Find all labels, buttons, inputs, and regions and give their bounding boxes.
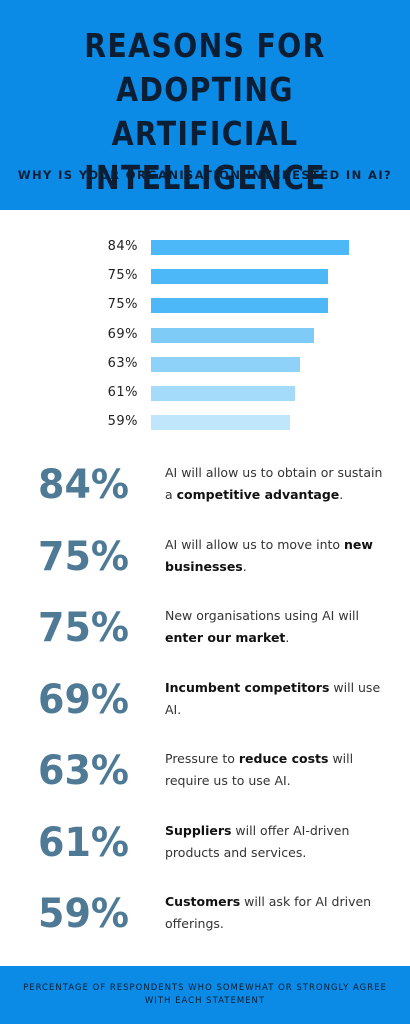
statement-fragment: . [242,558,247,574]
statement-text: AI will allow us to obtain or sustain a … [165,462,385,506]
header-banner: REASONS FOR ADOPTING ARTIFICIAL INTELLIG… [0,0,410,210]
statement-percentage: 61% [38,819,129,866]
page-subtitle: WHY IS YOUR ORGANISATION INTERESTED IN A… [17,168,393,182]
footer-banner: PERCENTAGE OF RESPONDENTS WHO SOMEWHAT O… [0,966,410,1024]
bar [151,356,300,372]
statement-emphasis: competitive advantage [176,487,340,502]
statement-emphasis: new businesses [165,536,373,574]
bar-value-label: 63% [107,355,138,371]
statement-percentage: 75% [38,605,129,651]
statement-text: New organisations using AI will enter ou… [165,605,385,649]
statement-text: Suppliers will offer AI-driven products … [165,820,385,864]
statement-row: 63% Pressure to reduce costs will require… [0,748,410,828]
statement-fragment: AI will allow us to move into [165,536,345,552]
bar-value-label: 61% [107,385,138,400]
title-line-3: INTELLIGENCE [84,158,326,197]
bar [151,386,295,401]
bar-chart: 84% 75% 75% 69% 63% 61% 59% [0,226,410,446]
statement-fragment: . [285,630,290,645]
statement-emphasis: Suppliers [165,822,232,838]
statement-fragment: Pressure to [165,751,239,766]
statement-text: Customers will ask for AI driven offerin… [165,891,385,935]
statement-text: Pressure to reduce costs will require us… [165,748,385,792]
statement-fragment: will offer AI-driven products and servic… [165,822,350,860]
statement-emphasis: enter our market [165,630,286,645]
statement-row: 75% New organisations using AI will enter… [0,605,410,685]
statement-text: Incumbent competitors will use AI. [165,677,385,721]
statement-fragment: will ask for AI driven offerings. [165,894,372,931]
bar [151,298,328,314]
statement-fragment: New organisations using AI will [165,608,359,623]
statement-row: 69% Incumbent competitors will use AI. [0,677,410,757]
page-title: REASONS FOR ADOPTING ARTIFICIAL INTELLIG… [29,24,382,200]
bar-value-label: 59% [107,414,138,430]
title-line-2: ADOPTING ARTIFICIAL [111,70,299,153]
statement-fragment: AI will allow us to obtain or sustain a [165,465,383,502]
bar-value-label: 84% [107,239,138,254]
bar-value-label: 75% [107,268,138,284]
bar [151,269,328,285]
statement-row: 61% Suppliers will offer AI-driven produc… [0,820,410,900]
statement-percentage: 69% [38,676,129,723]
statement-emphasis: reduce costs [238,751,329,766]
statement-percentage: 75% [38,533,129,580]
title-line-1: REASONS FOR [84,26,326,65]
statement-percentage: 63% [38,748,129,794]
statement-row: 84% AI will allow us to obtain or sustain… [0,462,410,542]
statement-percentage: 59% [38,891,129,937]
statement-emphasis: Customers [165,894,241,909]
bar [151,327,314,343]
statement-text: AI will allow us to move into new busine… [165,534,385,578]
statement-row: 59% Customers will ask for AI driven offe… [0,891,410,971]
statement-fragment: will use AI. [165,679,381,717]
statement-emphasis: Incumbent competitors [165,679,330,695]
bar [151,240,350,255]
bar-value-label: 75% [107,297,138,313]
bar-value-label: 69% [107,326,138,342]
statement-fragment: will require us to use AI. [165,751,354,788]
statement-fragment: . [339,487,344,502]
statement-row: 75% AI will allow us to move into new bus… [0,534,410,614]
bar [151,415,291,431]
footer-note: PERCENTAGE OF RESPONDENTS WHO SOMEWHAT O… [23,983,387,1006]
statement-percentage: 84% [38,462,129,508]
